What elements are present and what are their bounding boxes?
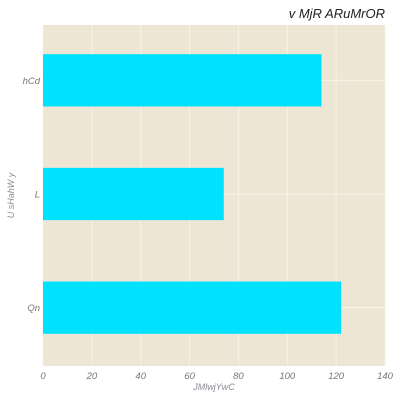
x-tick-label: 140 — [377, 371, 394, 382]
bar-l — [43, 167, 224, 221]
y-tick-label: L — [35, 190, 40, 201]
x-tick-label: 120 — [328, 371, 345, 382]
bars — [43, 54, 342, 334]
y-axis-label: U sHahW y — [6, 172, 16, 218]
x-tick-label: 80 — [233, 371, 244, 382]
x-tick-label: 100 — [279, 371, 296, 382]
y-tick-label: Qn — [27, 303, 40, 314]
x-axis-ticks: 0 20 40 60 80 100 120 140 — [40, 371, 393, 382]
bar-qn — [43, 281, 342, 334]
x-tick-label: 0 — [40, 371, 46, 382]
x-tick-label: 40 — [135, 371, 146, 382]
x-tick-label: 60 — [184, 371, 195, 382]
x-tick-label: 20 — [86, 371, 98, 382]
x-axis-label: JMlwjYwC — [192, 382, 235, 392]
y-axis-ticks: hCd L Qn — [23, 76, 41, 314]
bar-hcd — [43, 54, 322, 107]
y-tick-label: hCd — [23, 76, 41, 87]
chart-title: v MjR ARuMrOR — [289, 6, 385, 21]
